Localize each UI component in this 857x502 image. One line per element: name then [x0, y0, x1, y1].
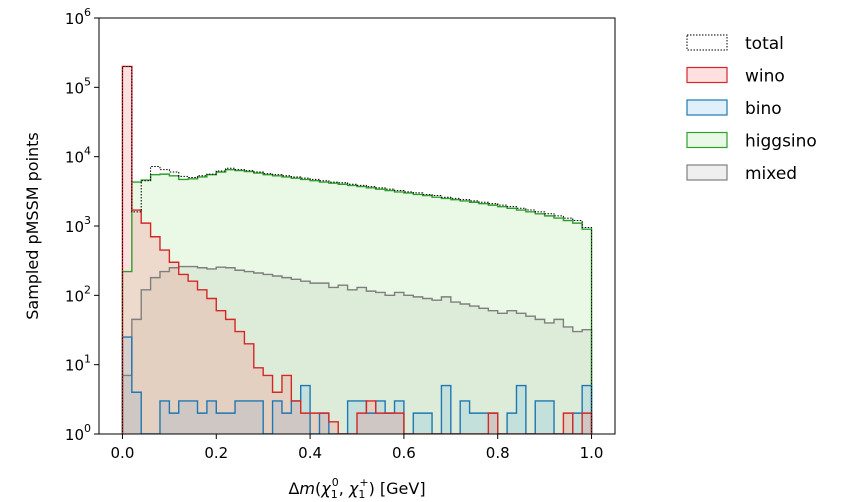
legend-label-wino: wino — [745, 67, 785, 87]
mixed-fill — [122, 266, 592, 434]
legend-swatch-total — [686, 34, 728, 51]
x-tick-label: 0.2 — [204, 444, 228, 462]
x-axis-label: Δm(χ10, χ1+) [GeV] — [288, 476, 425, 501]
legend: total wino bino higgsino mixed — [686, 34, 817, 184]
x-tick-label: 0.4 — [298, 444, 322, 462]
x-tick-label: 0.6 — [392, 444, 416, 462]
x-tick-label: 1.0 — [580, 444, 604, 462]
series-fills — [122, 66, 592, 434]
legend-swatch-mixed — [686, 164, 728, 181]
y-tick-label: 105 — [65, 75, 91, 97]
y-tick-label: 103 — [65, 214, 91, 236]
legend-label-mixed: mixed — [745, 164, 797, 184]
legend-swatch-wino — [686, 66, 728, 84]
x-tick-label: 0.8 — [486, 444, 510, 462]
y-axis-label: Sampled pMSSM points — [23, 132, 42, 320]
y-axis-ticks: 100 101 102 103 104 105 106 — [65, 6, 99, 444]
plot-area — [99, 18, 615, 434]
y-tick-label: 102 — [65, 283, 91, 305]
legend-swatch-bino — [686, 99, 728, 116]
y-tick-label: 106 — [65, 6, 91, 28]
higgsino-fill — [122, 169, 592, 434]
legend-label-bino: bino — [745, 99, 782, 119]
series-lines — [121, 65, 593, 434]
y-tick-label: 104 — [65, 145, 91, 167]
bino-fill — [122, 337, 592, 434]
y-tick-label: 100 — [65, 422, 91, 444]
y-tick-label: 101 — [65, 353, 91, 375]
total-series-line — [121, 65, 593, 434]
x-tick-label: 0.0 — [111, 444, 135, 462]
wino-fill — [122, 66, 592, 434]
x-axis-ticks: 0.0 0.2 0.4 0.6 0.8 1.0 — [111, 434, 604, 462]
wino-series-line — [121, 65, 593, 434]
mixed-series-line — [121, 265, 593, 434]
legend-label-total: total — [745, 34, 784, 54]
legend-swatch-higgsino — [686, 131, 728, 149]
bino-series-line — [121, 336, 593, 434]
legend-label-higgsino: higgsino — [745, 132, 817, 152]
